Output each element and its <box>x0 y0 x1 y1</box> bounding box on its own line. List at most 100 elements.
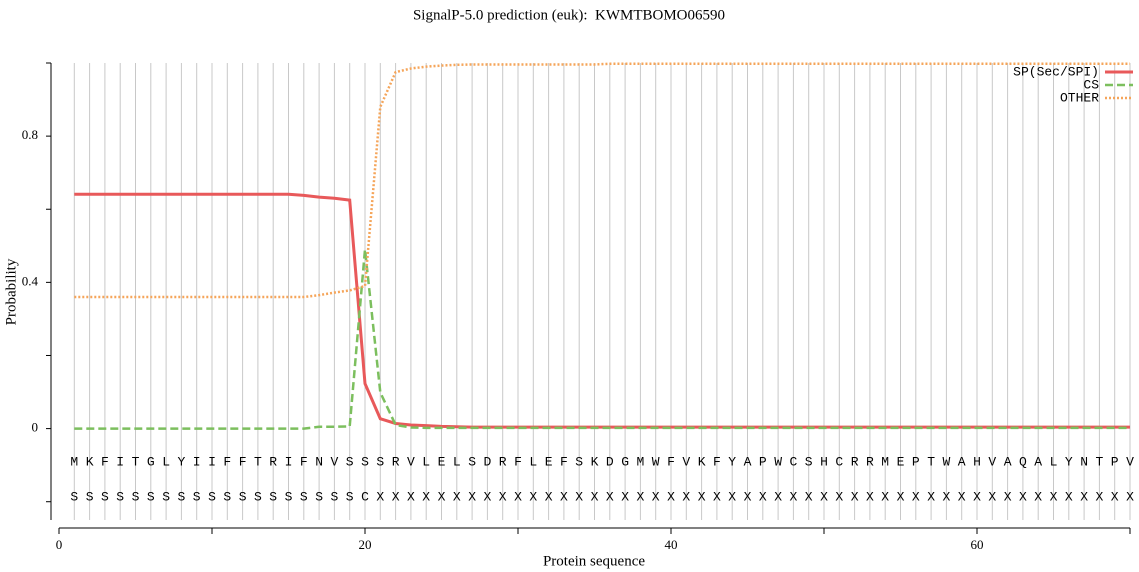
annotation: S <box>86 489 94 504</box>
annotation: S <box>285 489 293 504</box>
annotation: X <box>1034 489 1042 504</box>
residue: R <box>269 454 277 469</box>
annotation: X <box>591 489 599 504</box>
annotation: X <box>606 489 614 504</box>
annotation: X <box>988 489 996 504</box>
residue: K <box>698 454 706 469</box>
residue: N <box>1080 454 1088 469</box>
residue: A <box>744 454 752 469</box>
annotation: S <box>239 489 247 504</box>
x-tick-label: 20 <box>359 537 372 552</box>
residue: T <box>254 454 262 469</box>
annotation: X <box>927 489 935 504</box>
residue: F <box>300 454 308 469</box>
annotation: X <box>1095 489 1103 504</box>
residue: L <box>453 454 461 469</box>
annotation: X <box>835 489 843 504</box>
residue: Y <box>728 454 736 469</box>
annotation: X <box>514 489 522 504</box>
annotation: X <box>621 489 629 504</box>
residue: L <box>162 454 170 469</box>
annotation: X <box>1126 489 1134 504</box>
residue: V <box>1126 454 1134 469</box>
residue: V <box>407 454 415 469</box>
residue: S <box>805 454 813 469</box>
residue: K <box>591 454 599 469</box>
annotation: S <box>208 489 216 504</box>
annotation: S <box>147 489 155 504</box>
annotation: C <box>361 489 369 504</box>
residue: S <box>376 454 384 469</box>
annotation: X <box>851 489 859 504</box>
residue: F <box>239 454 247 469</box>
annotation: X <box>1050 489 1058 504</box>
annotation: S <box>162 489 170 504</box>
annotation: X <box>636 489 644 504</box>
residue: F <box>667 454 675 469</box>
x-tick-label: 40 <box>665 537 678 552</box>
residue: I <box>116 454 124 469</box>
y-tick-label: 0.4 <box>22 273 39 288</box>
y-tick-label: 0 <box>32 420 39 435</box>
residue: W <box>652 454 660 469</box>
residue: K <box>86 454 94 469</box>
annotation: S <box>330 489 338 504</box>
annotation: S <box>300 489 308 504</box>
annotation: X <box>545 489 553 504</box>
y-tick-label: 0.8 <box>22 127 38 142</box>
residue: M <box>881 454 889 469</box>
residue: P <box>912 454 920 469</box>
residue: M <box>636 454 644 469</box>
annotation: X <box>973 489 981 504</box>
annotation: X <box>438 489 446 504</box>
residue: S <box>468 454 476 469</box>
residue: E <box>897 454 905 469</box>
series-line <box>74 249 1130 430</box>
residue: E <box>545 454 553 469</box>
annotation: X <box>667 489 675 504</box>
annotation: X <box>575 489 583 504</box>
annotation: S <box>70 489 78 504</box>
annotation: X <box>1004 489 1012 504</box>
residue: F <box>223 454 231 469</box>
legend-label: OTHER <box>1060 90 1099 105</box>
series-line <box>74 62 1130 299</box>
legend-label: SP(Sec/SPI) <box>1013 64 1099 79</box>
annotation: S <box>254 489 262 504</box>
residue: F <box>560 454 568 469</box>
annotation: X <box>453 489 461 504</box>
annotation: X <box>1080 489 1088 504</box>
annotation: X <box>728 489 736 504</box>
annotation: X <box>407 489 415 504</box>
residue: I <box>285 454 293 469</box>
residue: P <box>759 454 767 469</box>
residue: Q <box>1019 454 1027 469</box>
annotation: X <box>1065 489 1073 504</box>
residue: R <box>499 454 507 469</box>
residue: L <box>422 454 430 469</box>
residue: C <box>835 454 843 469</box>
annotation: X <box>392 489 400 504</box>
annotation: X <box>1111 489 1119 504</box>
annotation: X <box>376 489 384 504</box>
residue: A <box>1004 454 1012 469</box>
residue: V <box>330 454 338 469</box>
residue: P <box>1111 454 1119 469</box>
annotation: X <box>805 489 813 504</box>
residue: V <box>988 454 996 469</box>
chart-title: SignalP-5.0 prediction (euk): KWMTBOMO06… <box>413 7 725 23</box>
annotation: X <box>958 489 966 504</box>
annotation: X <box>652 489 660 504</box>
annotation: X <box>866 489 874 504</box>
residue: M <box>70 454 78 469</box>
residue: W <box>942 454 950 469</box>
annotation: S <box>269 489 277 504</box>
annotation: X <box>682 489 690 504</box>
annotation: X <box>483 489 491 504</box>
y-axis-label: Probability <box>3 258 19 325</box>
annotation: X <box>881 489 889 504</box>
x-tick-label: 60 <box>971 537 984 552</box>
annotation: X <box>789 489 797 504</box>
residue: G <box>147 454 155 469</box>
